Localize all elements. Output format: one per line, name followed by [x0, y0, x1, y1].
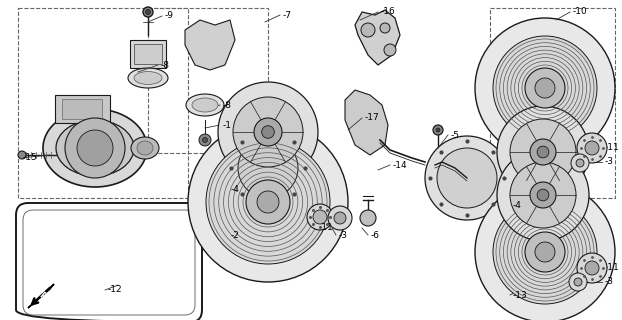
Circle shape: [436, 128, 440, 132]
Text: -16: -16: [381, 7, 396, 17]
Ellipse shape: [128, 68, 168, 88]
Circle shape: [18, 151, 26, 159]
Bar: [134, 44, 162, 64]
Bar: [18, 8, 188, 198]
Polygon shape: [28, 284, 54, 308]
Ellipse shape: [131, 137, 159, 159]
Text: -6: -6: [371, 230, 380, 239]
Circle shape: [510, 162, 576, 228]
Circle shape: [254, 118, 282, 146]
Circle shape: [384, 44, 396, 56]
Text: FR.: FR.: [37, 291, 55, 308]
Polygon shape: [185, 20, 235, 70]
Circle shape: [537, 146, 549, 158]
Circle shape: [525, 232, 565, 272]
Circle shape: [334, 212, 346, 224]
Ellipse shape: [192, 98, 218, 112]
Text: -8: -8: [223, 100, 232, 109]
Bar: [62, 99, 102, 119]
Circle shape: [475, 182, 615, 320]
Circle shape: [233, 97, 303, 167]
Ellipse shape: [73, 132, 117, 164]
Bar: [490, 8, 615, 198]
Circle shape: [360, 210, 376, 226]
Circle shape: [218, 82, 318, 182]
Circle shape: [380, 23, 390, 33]
Text: -11: -11: [605, 263, 620, 273]
Text: -13: -13: [513, 291, 527, 300]
Circle shape: [577, 133, 607, 163]
Circle shape: [433, 125, 443, 135]
Circle shape: [576, 159, 584, 167]
Bar: [148, 8, 268, 153]
Circle shape: [226, 126, 310, 210]
Circle shape: [203, 138, 208, 142]
Circle shape: [510, 119, 576, 185]
Circle shape: [307, 204, 333, 230]
Text: -3: -3: [605, 277, 614, 286]
Text: -9: -9: [165, 12, 174, 20]
Circle shape: [530, 182, 556, 208]
Ellipse shape: [43, 109, 147, 187]
Circle shape: [437, 148, 497, 208]
Text: -3: -3: [339, 230, 348, 239]
Circle shape: [585, 141, 599, 155]
Circle shape: [65, 118, 125, 178]
Text: -11: -11: [605, 143, 620, 153]
Ellipse shape: [186, 94, 224, 116]
Circle shape: [574, 278, 582, 286]
Circle shape: [493, 200, 597, 304]
Circle shape: [497, 149, 589, 241]
Text: -8: -8: [161, 60, 170, 69]
Circle shape: [577, 253, 607, 283]
Text: -10: -10: [573, 7, 588, 17]
Circle shape: [246, 180, 290, 224]
Circle shape: [262, 126, 274, 138]
Text: -12: -12: [108, 285, 123, 294]
Bar: [55, 95, 110, 123]
Circle shape: [530, 139, 556, 165]
Circle shape: [143, 7, 153, 17]
Text: -15: -15: [23, 154, 38, 163]
Circle shape: [146, 10, 151, 14]
Circle shape: [257, 191, 279, 213]
Circle shape: [199, 134, 211, 146]
Circle shape: [238, 138, 298, 198]
Text: -17: -17: [365, 114, 380, 123]
Circle shape: [535, 242, 555, 262]
Ellipse shape: [134, 71, 162, 84]
Text: -4: -4: [513, 201, 522, 210]
Ellipse shape: [137, 141, 153, 155]
Circle shape: [497, 106, 589, 198]
Circle shape: [361, 23, 375, 37]
Circle shape: [188, 122, 348, 282]
Text: -3: -3: [605, 157, 614, 166]
Text: -1: -1: [223, 121, 232, 130]
Text: -11: -11: [319, 223, 334, 233]
Circle shape: [585, 261, 599, 275]
Circle shape: [328, 206, 352, 230]
Circle shape: [525, 68, 565, 108]
Text: -7: -7: [283, 11, 292, 20]
Circle shape: [493, 36, 597, 140]
Ellipse shape: [56, 120, 134, 176]
Text: -4: -4: [231, 186, 240, 195]
Polygon shape: [345, 90, 388, 155]
Polygon shape: [355, 10, 400, 65]
Circle shape: [569, 273, 587, 291]
Circle shape: [77, 130, 113, 166]
Circle shape: [425, 136, 509, 220]
Circle shape: [313, 210, 327, 224]
Circle shape: [206, 140, 330, 264]
Text: -2: -2: [231, 230, 240, 239]
Circle shape: [537, 189, 549, 201]
Text: -14: -14: [393, 161, 407, 170]
Text: -5: -5: [451, 131, 460, 140]
Circle shape: [571, 154, 589, 172]
Circle shape: [475, 18, 615, 158]
Circle shape: [535, 78, 555, 98]
Bar: [130, 40, 166, 68]
